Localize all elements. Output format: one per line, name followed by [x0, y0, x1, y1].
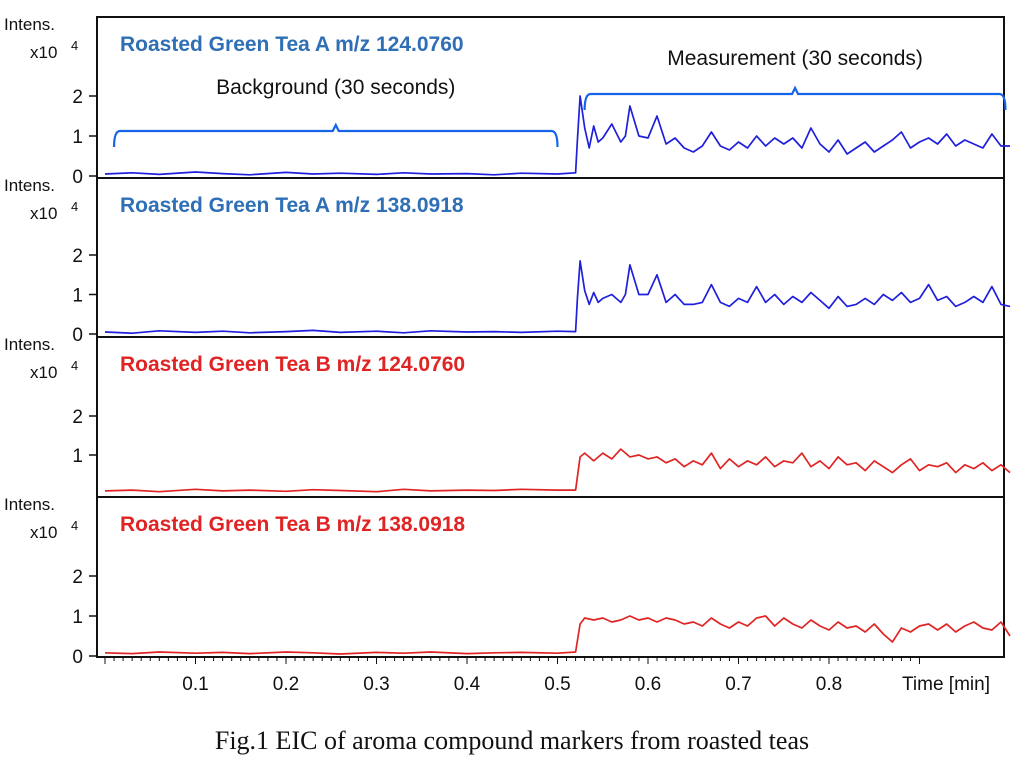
series-line-1 — [104, 260, 1011, 335]
chart-panel-4: Intens. x10 4 0 1 2 Roasted Green Tea B m/z 13… — [4, 495, 1011, 695]
y-tick-label: 1 — [72, 127, 83, 148]
y-axis-scale: x10 — [30, 204, 57, 223]
panel-title: Roasted Green Tea A m/z 124.0760 — [120, 33, 464, 56]
x-tick-label: 0.5 — [544, 674, 570, 695]
annotation-bracket — [112, 122, 559, 148]
x-axis-label: Time [min] — [902, 674, 990, 695]
y-tick-label: 2 — [72, 407, 83, 428]
y-axis-label: Intens. — [4, 495, 55, 514]
annotation-bracket — [583, 85, 1007, 111]
x-tick-label: 0.2 — [273, 674, 299, 695]
x-tick-label: 0.8 — [816, 674, 842, 695]
x-tick-label: 0.1 — [182, 674, 208, 695]
series-line-1 — [104, 615, 1011, 655]
y-tick-label: 1 — [72, 446, 83, 467]
panel-title: Roasted Green Tea B m/z 124.0760 — [120, 353, 465, 376]
x-tick-label: 0.6 — [635, 674, 661, 695]
y-axis-label: Intens. — [4, 335, 55, 354]
y-axis-scale: x10 — [30, 523, 57, 542]
y-axis-scale: x10 — [30, 363, 57, 382]
plot-frame — [96, 496, 1005, 658]
x-tick-label: 0.7 — [725, 674, 751, 695]
y-tick-label: 0 — [72, 325, 83, 346]
y-axis-exponent: 4 — [71, 199, 78, 214]
annotation-label: Measurement (30 seconds) — [667, 47, 923, 70]
annotation-label: Background (30 seconds) — [216, 76, 455, 99]
panel-title: Roasted Green Tea B m/z 138.0918 — [120, 513, 465, 536]
chart-panel-3: Intens. x10 4 1 2 Roasted Green Tea B m/z 124… — [4, 335, 1011, 498]
y-tick-label: 1 — [72, 286, 83, 307]
y-axis-label: Intens. — [4, 15, 55, 34]
y-tick-label: 1 — [72, 607, 83, 628]
chart-panel-2: Intens. x10 4 0 1 2 Roasted Green Tea A m/z 13… — [4, 176, 1011, 346]
series-line-1 — [104, 448, 1011, 493]
x-tick-label: 0.3 — [363, 674, 389, 695]
y-tick-label: 2 — [72, 87, 83, 108]
eic-figure: Intens. x10 4 0 1 2 Roasted Green Tea A m/z 12… — [4, 15, 1011, 695]
chart-panel-1: Intens. x10 4 0 1 2 Roasted Green Tea A m/z 12… — [4, 15, 1010, 188]
y-tick-label: 2 — [72, 567, 83, 588]
y-tick-label: 0 — [72, 167, 83, 188]
y-axis-scale: x10 — [30, 43, 57, 62]
y-axis-exponent: 4 — [71, 358, 78, 373]
panel-title: Roasted Green Tea A m/z 138.0918 — [120, 194, 464, 217]
x-tick-label: 0.4 — [454, 674, 481, 695]
y-tick-label: 0 — [72, 647, 83, 668]
figure-caption: Fig.1 EIC of aroma compound markers from… — [214, 726, 810, 755]
y-axis-label: Intens. — [4, 176, 55, 195]
y-tick-label: 2 — [72, 246, 83, 267]
series-line-1 — [104, 95, 1010, 176]
y-axis-exponent: 4 — [71, 518, 78, 533]
y-axis-exponent: 4 — [71, 38, 78, 53]
